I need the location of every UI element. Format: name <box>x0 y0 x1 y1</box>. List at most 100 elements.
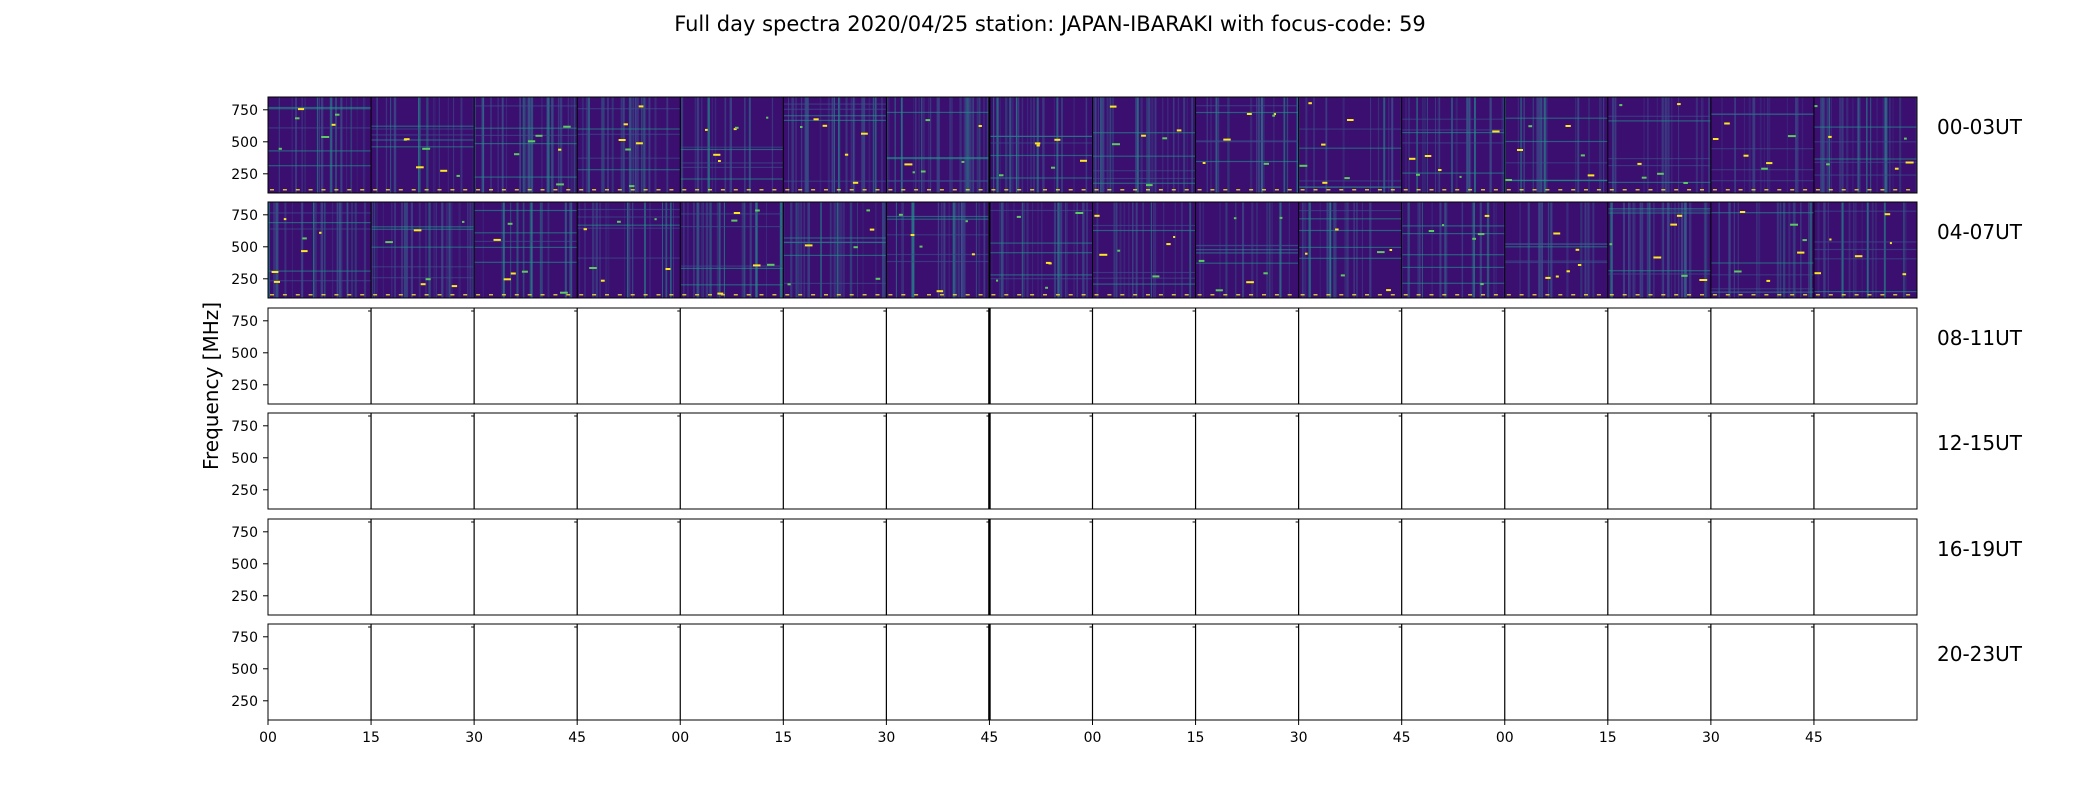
heatmap-dash <box>1146 294 1150 296</box>
heatmap-streak <box>829 202 832 298</box>
heatmap-streak <box>936 97 938 193</box>
heatmap-streak <box>961 202 964 298</box>
heatmap-dash <box>1828 189 1833 191</box>
heatmap-streak <box>1115 202 1118 298</box>
heatmap-spike <box>416 166 424 169</box>
heatmap-dash <box>1274 189 1279 191</box>
heatmap-streak <box>564 202 567 298</box>
heatmap-streak <box>336 202 338 298</box>
heatmap-streak <box>1043 97 1045 193</box>
heatmap-spike <box>514 153 520 156</box>
heatmap-streak <box>850 97 853 193</box>
heatmap-streak <box>803 202 806 298</box>
heatmap-streak <box>716 202 719 298</box>
heatmap-streak <box>393 97 397 193</box>
heatmap-streak <box>1007 202 1009 298</box>
heatmap-dash <box>282 189 287 191</box>
heatmap-spike <box>1279 216 1283 219</box>
heatmap-streak <box>1748 97 1751 193</box>
heatmap-streak <box>966 97 969 193</box>
heatmap-dash <box>1815 294 1820 296</box>
heatmap-streak <box>1005 202 1007 298</box>
heatmap-streak <box>748 97 751 193</box>
heatmap-streak <box>291 97 293 193</box>
heatmap-streak <box>373 202 376 298</box>
heatmap-spike <box>1321 143 1326 146</box>
heatmap-streak <box>497 97 499 193</box>
heatmap-streak <box>1042 97 1044 193</box>
heatmap-streak <box>1540 202 1543 298</box>
heatmap-streak <box>670 202 672 298</box>
heatmap-spike <box>822 124 828 127</box>
heatmap-streak <box>1678 97 1680 193</box>
heatmap-spike <box>1442 224 1445 227</box>
spectra-row-3: 750 500 250 12-15UT <box>231 412 2023 510</box>
heatmap-dash <box>733 294 738 296</box>
heatmap-dash <box>1700 294 1704 296</box>
heatmap-band <box>680 146 784 148</box>
heatmap-streak <box>729 97 732 193</box>
heatmap-band <box>886 260 990 263</box>
heatmap-band <box>268 222 372 224</box>
heatmap-streak <box>1646 202 1649 298</box>
heatmap-spike <box>1080 159 1087 162</box>
heatmap-streak <box>382 202 384 298</box>
heatmap-spike <box>654 218 657 221</box>
heatmap-streak <box>791 97 793 193</box>
heatmap-band <box>268 108 372 110</box>
heatmap-dash <box>1377 294 1382 296</box>
heatmap-dash <box>1249 189 1254 191</box>
heatmap-dash <box>553 294 558 296</box>
heatmap-streak <box>921 97 923 193</box>
heatmap-spike <box>271 271 279 273</box>
heatmap-dash <box>1107 189 1112 191</box>
heatmap-dash <box>643 294 648 296</box>
heatmap-streak <box>1150 202 1152 298</box>
heatmap-dash <box>1725 189 1730 191</box>
heatmap-streak <box>666 97 669 193</box>
heatmap-streak <box>1661 202 1665 298</box>
x-tick-label: 00 <box>1496 730 1514 746</box>
heatmap-dash <box>1777 294 1782 296</box>
heatmap-streak <box>1073 202 1075 298</box>
heatmap-streak <box>1899 97 1902 193</box>
heatmap-dash <box>1906 189 1911 191</box>
heatmap-spike <box>999 174 1004 177</box>
y-tick-label: 250 <box>231 694 258 710</box>
heatmap-streak <box>433 202 436 298</box>
heatmap-spike <box>302 237 307 240</box>
heatmap-streak <box>1603 97 1605 193</box>
heatmap-dash <box>1429 189 1434 191</box>
heatmap-dash <box>1377 189 1382 191</box>
heatmap-streak <box>1026 97 1029 193</box>
heatmap-streak <box>849 202 853 298</box>
heatmap-band <box>680 226 784 228</box>
heatmap-streak <box>628 202 631 298</box>
heatmap-streak <box>330 97 333 193</box>
heatmap-streak <box>1098 97 1099 193</box>
heatmap-band <box>577 224 681 226</box>
heatmap-streak <box>1326 202 1329 298</box>
heatmap-streak <box>1743 97 1745 193</box>
heatmap-band <box>680 178 784 180</box>
heatmap-streak <box>1662 202 1665 298</box>
heatmap-streak <box>894 97 896 193</box>
heatmap-streak <box>541 97 543 193</box>
heatmap-streak <box>470 202 472 298</box>
heatmap-spike <box>1905 161 1914 164</box>
heatmap-streak <box>1015 97 1018 193</box>
heatmap-streak <box>1532 97 1534 193</box>
heatmap-band <box>1092 283 1196 285</box>
heatmap-band <box>371 125 475 127</box>
heatmap-band <box>1710 113 1814 115</box>
heatmap-spike <box>1146 184 1153 187</box>
heatmap-streak <box>1418 202 1421 298</box>
heatmap-band <box>1195 252 1299 254</box>
heatmap-streak <box>1468 97 1470 193</box>
heatmap-dash <box>514 189 519 191</box>
heatmap-dash <box>798 189 803 191</box>
heatmap-band <box>1813 161 1917 163</box>
heatmap-spike <box>425 278 431 281</box>
heatmap-band <box>783 115 887 117</box>
